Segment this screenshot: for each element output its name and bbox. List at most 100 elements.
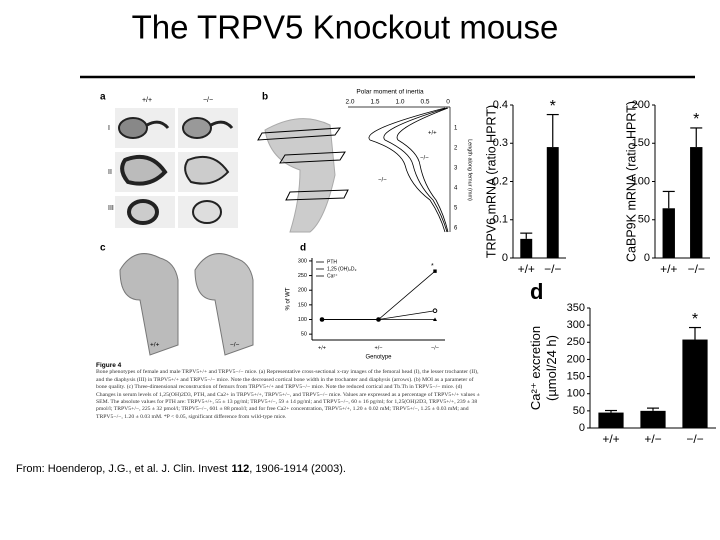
annotation: * <box>693 111 699 128</box>
x-axis-label: Genotype <box>365 355 392 361</box>
y-tick-label: 0 <box>579 422 585 434</box>
citation-volume: 112 <box>231 463 250 475</box>
y-tick-label: 150 <box>567 370 585 382</box>
image-label: +/+ <box>150 342 160 349</box>
axis-label: Length along femur (mm) <box>467 139 473 201</box>
x-tick-label: +/− <box>375 345 383 351</box>
x-tick-label: +/+ <box>518 262 535 276</box>
y-tick-label: 0 <box>644 252 650 264</box>
microct-images <box>119 253 254 356</box>
y-tick-label: 50 <box>638 214 650 226</box>
x-tick-label: +/+ <box>602 432 619 446</box>
y-tick-label: 0.2 <box>493 175 508 187</box>
citation-text: From: Hoenderop, J.G., et al. J. Clin. I… <box>16 463 228 475</box>
tick-label: 6 <box>454 226 458 232</box>
y-tick-label: 50 <box>301 332 307 338</box>
tick-label: 0 <box>446 99 450 106</box>
tick-label: 2 <box>454 146 458 152</box>
row-label: I <box>108 125 110 132</box>
y-axis-label: % of WT <box>286 287 292 310</box>
x-tick-label: +/− <box>644 432 661 446</box>
panel-label: a <box>100 92 106 103</box>
legend-label: 1,25 (OH)₂D₃ <box>327 266 357 272</box>
y-tick-label: 300 <box>298 258 307 264</box>
curve-label: −/− <box>378 178 387 184</box>
bar <box>546 147 559 258</box>
x-tick-label: −/− <box>431 345 439 351</box>
marker <box>320 317 324 321</box>
y-tick-label: 100 <box>632 175 650 187</box>
panel-label: b <box>262 92 268 103</box>
xray-images <box>115 108 238 228</box>
y-tick-label: 100 <box>567 388 585 400</box>
femur-image <box>264 118 336 233</box>
tick-label: 4 <box>454 186 458 192</box>
panel-label: d <box>530 279 543 304</box>
column-label: +/+ <box>142 97 152 104</box>
bar <box>690 147 703 258</box>
row-label: III <box>108 205 114 212</box>
image-label: −/− <box>230 342 240 349</box>
curve-label: +/+ <box>428 131 437 137</box>
marker <box>433 269 437 273</box>
y-tick-label: 350 <box>567 302 585 314</box>
y-tick-label: 0.4 <box>493 99 508 111</box>
tick-label: 1 <box>454 126 458 132</box>
y-tick-label: 100 <box>298 317 307 323</box>
legend-label: Ca²⁺ <box>327 273 338 279</box>
y-axis-label: CaBP9K mRNA (ratio HPRT) <box>624 101 638 262</box>
panel-label: c <box>100 243 106 254</box>
figure-caption: Figure 4 Bone phenotypes of female and m… <box>96 362 480 421</box>
citation: From: Hoenderop, J.G., et al. J. Clin. I… <box>16 463 346 475</box>
caption-title: Figure 4 <box>96 362 122 369</box>
marker <box>376 317 381 321</box>
axis-label: Polar moment of inertia <box>356 89 424 96</box>
tick-label: 1.5 <box>370 99 379 106</box>
row-label: II <box>108 169 112 176</box>
column-label: −/− <box>203 97 213 104</box>
x-tick-label: +/+ <box>660 262 677 276</box>
marker <box>433 317 437 321</box>
marker <box>432 308 438 314</box>
y-tick-label: 150 <box>298 302 307 308</box>
x-tick-label: −/− <box>686 432 703 446</box>
y-axis-label: Ca²⁺ excretion(µmol/24 h) <box>529 326 560 410</box>
tick-label: 1.0 <box>395 99 404 106</box>
bar <box>598 412 624 428</box>
caption-text: Bone phenotypes of female and male TRPV5… <box>96 369 480 420</box>
bar <box>520 238 533 258</box>
y-tick-label: 300 <box>567 319 585 331</box>
y-tick-label: 250 <box>298 273 307 279</box>
tick-label: 5 <box>454 206 458 212</box>
section-planes <box>257 127 349 201</box>
tick-label: 3 <box>454 166 458 172</box>
y-tick-label: 50 <box>573 405 585 417</box>
tick-label: 2.0 <box>345 99 354 106</box>
bar <box>682 339 708 428</box>
panel-label: d <box>300 243 306 254</box>
x-tick-label: +/+ <box>318 345 326 351</box>
slide-title: The TRPV5 Knockout mouse <box>132 9 559 46</box>
curve-label: −/− <box>420 156 429 162</box>
y-axis-label: TRPV6 mRNA (ratio HPRT) <box>484 105 498 258</box>
y-tick-label: 200 <box>567 353 585 365</box>
y-tick-label: 200 <box>632 99 650 111</box>
annotation: * <box>550 98 556 115</box>
moi-curves <box>368 107 449 233</box>
annotation: * <box>431 263 434 270</box>
y-tick-label: 200 <box>298 288 307 294</box>
y-tick-label: 250 <box>567 336 585 348</box>
y-tick-label: 0 <box>502 252 508 264</box>
bar <box>662 208 675 258</box>
tick-label: 0.5 <box>420 99 429 106</box>
legend-label: PTH <box>327 259 337 265</box>
annotation: * <box>692 311 698 328</box>
y-tick-label: 0.1 <box>493 214 508 226</box>
citation-text: , 1906-1914 (2003). <box>249 463 346 475</box>
bar <box>640 410 666 428</box>
y-tick-label: 150 <box>632 137 650 149</box>
x-tick-label: −/− <box>688 262 705 276</box>
x-tick-label: −/− <box>544 262 561 276</box>
